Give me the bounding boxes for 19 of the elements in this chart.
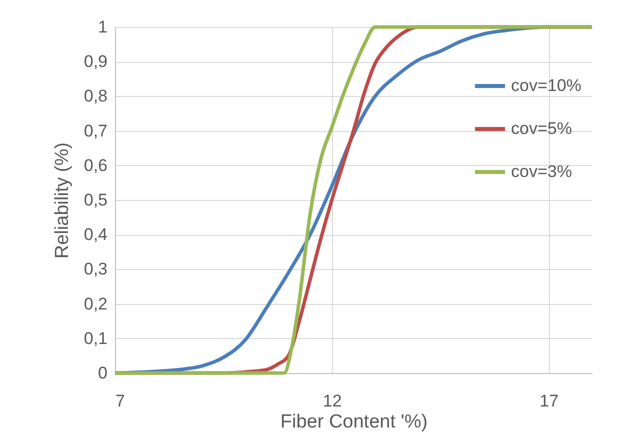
y-tick-label: 0,1 (84, 328, 108, 348)
y-tick-label: 0,7 (84, 121, 108, 140)
y-tick-label: 0 (98, 364, 108, 382)
y-tick-label: 0,8 (84, 86, 108, 106)
x-tick-label: 7 (116, 392, 125, 410)
y-tick-label: 0,3 (84, 260, 108, 279)
y-tick-label: 0,5 (84, 190, 108, 210)
x-axis-title: Fiber Content '%) (280, 412, 428, 432)
y-tick-label: 0,2 (84, 294, 108, 314)
y-tick-label: 0,9 (84, 52, 108, 72)
x-tick-label: 17 (540, 392, 559, 410)
x-tick-label: 12 (322, 392, 342, 410)
legend-label: cov=5% (511, 119, 572, 138)
legend-label: cov=3% (511, 162, 572, 181)
y-tick-label: 0,4 (84, 225, 108, 244)
y-tick-label: 1 (98, 18, 108, 36)
y-tick-label: 0,6 (84, 156, 108, 175)
y-axis-title: Reliability (%) (52, 142, 73, 259)
legend-label: cov=10% (511, 76, 582, 95)
